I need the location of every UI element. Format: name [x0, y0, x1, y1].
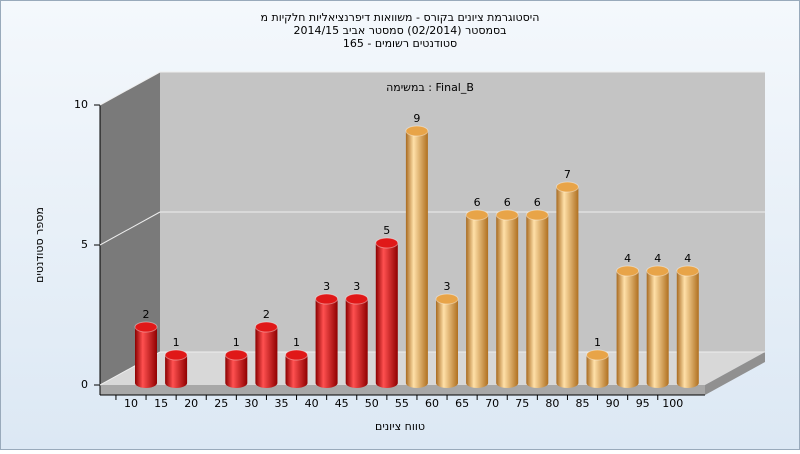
value-label: 4 — [684, 252, 691, 265]
annotation: במשימה : Final_B — [386, 81, 474, 94]
value-label: 7 — [564, 168, 571, 181]
value-label: 1 — [293, 336, 300, 349]
value-label: 6 — [474, 196, 481, 209]
bar-top — [495, 209, 519, 221]
y-tick-label: 5 — [81, 238, 88, 251]
value-label: 3 — [353, 280, 360, 293]
y-tick-label: 0 — [81, 378, 88, 391]
bar — [375, 243, 398, 388]
value-label: 1 — [233, 336, 240, 349]
x-tick-label: 90 — [606, 397, 620, 410]
x-tick-label: 25 — [214, 397, 228, 410]
bar-top — [345, 293, 369, 305]
title-line: בסמסטר (02/2014) סמסטר אביב 2014/15 — [293, 24, 506, 37]
bar — [556, 187, 579, 388]
title-line: היסטוגרמת ציונים בקורס - משוואות דיפרנצי… — [261, 11, 540, 24]
bar — [676, 271, 699, 388]
floor-side — [705, 352, 765, 395]
bar — [285, 355, 308, 388]
value-label: 3 — [323, 280, 330, 293]
y-tick-label: 10 — [74, 98, 88, 111]
bar — [345, 299, 368, 388]
bar-top — [405, 125, 429, 137]
grid-line — [99, 211, 161, 246]
value-label: 3 — [444, 280, 451, 293]
x-tick-label: 60 — [425, 397, 439, 410]
x-tick-label: 80 — [545, 397, 559, 410]
x-tick-label: 40 — [305, 397, 319, 410]
x-tick-label: 45 — [335, 397, 349, 410]
value-label: 1 — [173, 336, 180, 349]
bar-top — [586, 349, 609, 361]
value-label: 4 — [654, 252, 661, 265]
bar-top — [285, 349, 308, 361]
title-line: סטודנטים רשומים - 165 — [343, 37, 457, 50]
value-label: 2 — [263, 308, 270, 321]
x-tick-label: 55 — [395, 397, 409, 410]
bar — [315, 299, 338, 388]
bar — [165, 355, 188, 388]
value-label: 1 — [594, 336, 601, 349]
bar-top — [525, 209, 549, 221]
bar — [225, 355, 248, 388]
x-tick-label: 100 — [662, 397, 683, 410]
x-tick-label: 30 — [244, 397, 258, 410]
x-tick-label: 75 — [515, 397, 529, 410]
value-label: 6 — [534, 196, 541, 209]
value-label: 5 — [383, 224, 390, 237]
x-tick-label: 15 — [154, 397, 168, 410]
bar — [405, 131, 428, 388]
bar — [616, 271, 639, 388]
x-tick-label: 50 — [365, 397, 379, 410]
bar — [646, 271, 669, 388]
bar — [496, 215, 519, 388]
x-tick-label: 95 — [636, 397, 650, 410]
bar-top — [465, 209, 489, 221]
x-tick-label: 35 — [275, 397, 289, 410]
bar — [135, 327, 157, 388]
bar-top — [676, 265, 700, 277]
value-label: 2 — [143, 308, 150, 321]
x-axis-label: טווח ציונים — [375, 420, 425, 433]
bar-top — [616, 265, 640, 277]
bar-top — [134, 321, 158, 333]
value-label: 6 — [504, 196, 511, 209]
bar-top — [164, 349, 188, 361]
bar-top — [375, 237, 399, 249]
floor-edge — [100, 385, 705, 395]
x-tick-label: 70 — [485, 397, 499, 410]
bar-top — [315, 293, 339, 305]
bar — [466, 215, 489, 388]
x-tick-label: 65 — [455, 397, 469, 410]
bar — [586, 355, 609, 388]
value-label: 4 — [624, 252, 631, 265]
bar — [436, 299, 458, 388]
y-axis-label: מספר סטודנטים — [33, 207, 46, 283]
bar — [255, 327, 278, 388]
bar — [526, 215, 549, 388]
x-tick-label: 85 — [576, 397, 590, 410]
bar-top — [646, 265, 670, 277]
x-tick-label: 20 — [184, 397, 198, 410]
grid-line — [99, 71, 161, 106]
x-tick-label: 10 — [124, 397, 138, 410]
bar-top — [435, 293, 459, 305]
bar-top — [224, 349, 248, 361]
value-label: 9 — [413, 112, 420, 125]
bar-top — [254, 321, 278, 333]
bar-top — [555, 181, 579, 193]
